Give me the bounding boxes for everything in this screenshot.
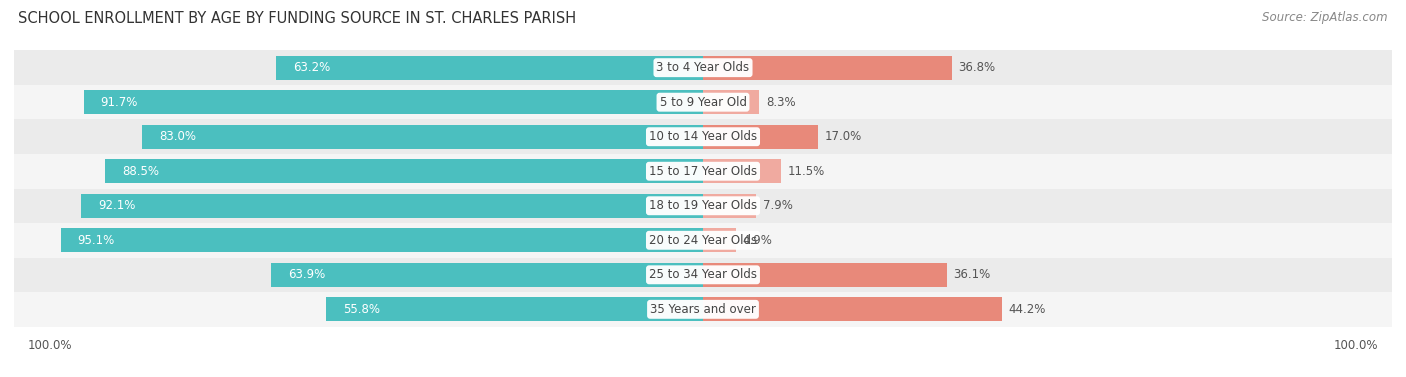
Bar (703, 125, 818, 149)
Text: 100.0%: 100.0% (1334, 339, 1378, 352)
Text: 10 to 14 Year Olds: 10 to 14 Year Olds (650, 130, 756, 143)
Text: 36.8%: 36.8% (959, 61, 995, 74)
Bar (14, 223, 1392, 257)
Text: 20 to 24 Year Olds: 20 to 24 Year Olds (650, 234, 756, 247)
Text: 5 to 9 Year Old: 5 to 9 Year Old (659, 96, 747, 109)
Text: 3 to 4 Year Olds: 3 to 4 Year Olds (657, 61, 749, 74)
Bar (142, 125, 703, 149)
Bar (14, 257, 1392, 292)
Bar (703, 55, 952, 80)
Bar (276, 55, 703, 80)
Text: 44.2%: 44.2% (1008, 303, 1046, 316)
Text: 63.9%: 63.9% (288, 268, 326, 281)
Bar (703, 228, 737, 252)
Bar (703, 159, 780, 183)
Bar (14, 188, 1392, 223)
Text: SCHOOL ENROLLMENT BY AGE BY FUNDING SOURCE IN ST. CHARLES PARISH: SCHOOL ENROLLMENT BY AGE BY FUNDING SOUR… (18, 11, 576, 26)
Bar (14, 154, 1392, 188)
Bar (60, 228, 703, 252)
Bar (14, 51, 1392, 85)
Text: 92.1%: 92.1% (98, 199, 135, 212)
Text: 15 to 17 Year Olds: 15 to 17 Year Olds (650, 165, 756, 178)
Text: 4.9%: 4.9% (742, 234, 773, 247)
Bar (703, 263, 946, 287)
Text: 7.9%: 7.9% (763, 199, 793, 212)
Text: 100.0%: 100.0% (28, 339, 72, 352)
Text: 8.3%: 8.3% (766, 96, 796, 109)
Text: 88.5%: 88.5% (122, 165, 159, 178)
Text: 18 to 19 Year Olds: 18 to 19 Year Olds (650, 199, 756, 212)
Bar (82, 194, 703, 218)
Text: 83.0%: 83.0% (159, 130, 197, 143)
Text: 11.5%: 11.5% (787, 165, 825, 178)
Text: 95.1%: 95.1% (77, 234, 115, 247)
Text: 91.7%: 91.7% (100, 96, 138, 109)
Text: 63.2%: 63.2% (292, 61, 330, 74)
Bar (703, 194, 756, 218)
Bar (83, 90, 703, 114)
Text: 17.0%: 17.0% (824, 130, 862, 143)
Bar (14, 85, 1392, 120)
Bar (703, 297, 1001, 322)
Text: 36.1%: 36.1% (953, 268, 991, 281)
Text: 35 Years and over: 35 Years and over (650, 303, 756, 316)
Bar (14, 292, 1392, 326)
Bar (105, 159, 703, 183)
Text: 55.8%: 55.8% (343, 303, 380, 316)
Bar (703, 90, 759, 114)
Bar (14, 120, 1392, 154)
Text: 25 to 34 Year Olds: 25 to 34 Year Olds (650, 268, 756, 281)
Text: Source: ZipAtlas.com: Source: ZipAtlas.com (1263, 11, 1388, 24)
Bar (271, 263, 703, 287)
Bar (326, 297, 703, 322)
